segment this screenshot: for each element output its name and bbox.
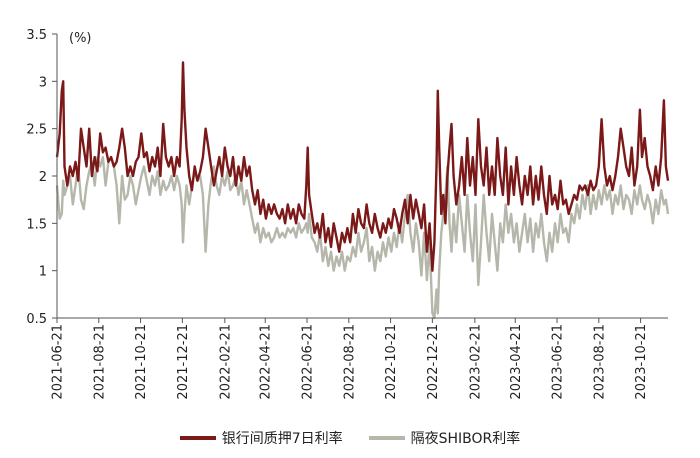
legend-label-series-2: 隔夜SHIBOR利率 xyxy=(410,431,521,447)
unit-label: (%) xyxy=(69,31,92,46)
x-tick-label: 2022-02-21 xyxy=(218,324,233,400)
legend-label-series-1: 银行间质押7日利率 xyxy=(221,431,343,447)
x-tick-label: 2021-08-21 xyxy=(92,324,107,400)
x-tick-label: 2023-06-21 xyxy=(551,324,566,400)
legend-swatch-series-2 xyxy=(368,436,405,440)
x-tick-label: 2023-02-21 xyxy=(468,324,483,400)
x-tick-label: 2022-06-21 xyxy=(301,324,316,400)
legend-item-series-2: 隔夜SHIBOR利率 xyxy=(368,428,521,448)
legend-item-series-1: 银行间质押7日利率 xyxy=(179,428,343,448)
y-axis-ticks: 0.5 1 1.5 2 2.5 3 3.5 xyxy=(26,28,57,327)
x-tick-label: 2021-10-21 xyxy=(134,324,149,400)
x-tick-label: 2021-12-21 xyxy=(176,324,191,400)
y-tick-label: 3.5 xyxy=(26,28,47,43)
legend: 银行间质押7日利率 隔夜SHIBOR利率 xyxy=(0,423,700,453)
x-tick-label: 2022-10-21 xyxy=(384,324,399,400)
x-tick-label: 2022-04-21 xyxy=(259,324,274,400)
series-line-1 xyxy=(55,61,670,272)
y-tick-label: 2 xyxy=(39,170,47,185)
y-tick-label: 1.5 xyxy=(26,217,47,232)
y-tick-label: 2.5 xyxy=(26,123,47,138)
series-line-2 xyxy=(55,155,670,320)
x-tick-label: 2023-08-21 xyxy=(592,324,607,400)
y-tick-label: 0.5 xyxy=(26,312,47,327)
series-layer xyxy=(55,61,670,320)
x-tick-label: 2021-06-21 xyxy=(51,324,66,400)
legend-swatch-series-1 xyxy=(179,436,216,440)
x-axis-ticks: 2021-06-21 2021-08-21 2021-10-21 2021-12-21… xyxy=(51,318,649,400)
x-tick-label: 2023-10-21 xyxy=(634,324,649,400)
line-chart: 0.511.522.533.5 2021-06-21 2021-08-21 2021… xyxy=(26,28,670,400)
y-tick-label: 1 xyxy=(39,265,47,280)
y-tick-label: 3 xyxy=(39,75,47,90)
x-tick-label: 2022-12-21 xyxy=(426,324,441,400)
x-tick-label: 2022-08-21 xyxy=(342,324,357,400)
x-tick-label: 2023-04-21 xyxy=(509,324,524,400)
